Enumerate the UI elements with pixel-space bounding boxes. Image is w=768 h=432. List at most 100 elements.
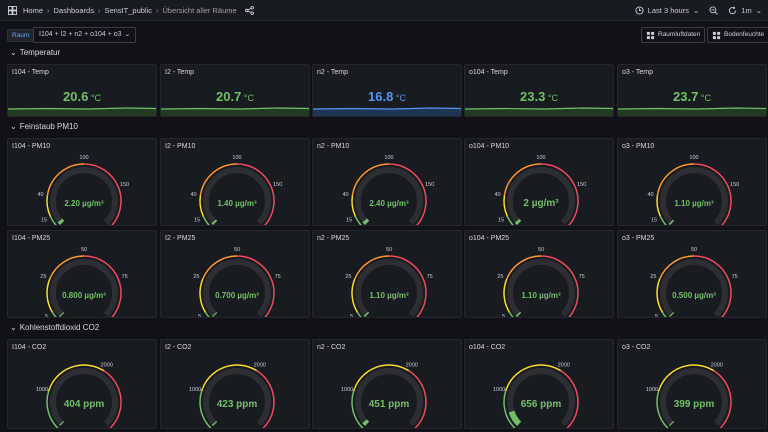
threshold-band <box>51 311 57 317</box>
gauge-panel-co2[interactable]: o3 - CO2400100020003000399 ppm <box>617 339 767 429</box>
gauge-tick-label: 40 <box>37 192 43 198</box>
gauge-tick-label: 150 <box>425 182 434 188</box>
threshold-band <box>200 364 258 392</box>
stat-value: 23.7 °C <box>618 89 766 104</box>
threshold-band <box>659 255 695 280</box>
threshold-band <box>199 163 238 196</box>
gauge-panel-pm10[interactable]: o104 - PM10015401001502002 µg/m³ <box>464 138 614 226</box>
gauge-tick-label: 15 <box>41 217 47 223</box>
gauge-panel-pm25[interactable]: I2 - PM25052550751000.700 µg/m³ <box>160 230 310 318</box>
gauge-tick-label: 50 <box>691 247 697 253</box>
threshold-band <box>388 163 427 225</box>
gauge-tick-label: 1000 <box>646 387 658 393</box>
panel-title: o104 - Temp <box>469 69 508 76</box>
row-header-co2[interactable]: ⌄ Kohlenstoffdioxid CO2 <box>10 321 99 333</box>
gauge-panel-pm10[interactable]: n2 - PM10015401001502002.40 µg/m³ <box>312 138 462 226</box>
gauge-panel-pm10[interactable]: o3 - PM10015401001502001.10 µg/m³ <box>617 138 767 226</box>
gauge-tick-label: 2000 <box>101 362 113 368</box>
gauge-tick-label: 150 <box>577 182 586 188</box>
stat-panel-temp[interactable]: o104 - Temp 23.3 °C <box>464 64 614 117</box>
variable-bar: Raum I104 + I2 + n2 + o104 + o3 ⌄ Raumlu… <box>0 24 768 44</box>
panel-title: n2 - PM25 <box>317 235 350 242</box>
panel-title: o104 - PM25 <box>469 235 510 242</box>
gauge: 052550751000.500 µg/m³ <box>650 247 738 317</box>
gauge-fill <box>514 218 522 225</box>
gauge-tick-label: 40 <box>647 192 653 198</box>
stat-panel-temp[interactable]: n2 - Temp 16.8 °C <box>312 64 462 117</box>
threshold-band <box>540 163 579 225</box>
gauge-fill <box>363 311 370 317</box>
gauge-panel-co2[interactable]: o104 - CO2400100020003000656 ppm <box>464 339 614 429</box>
grid-icon[interactable] <box>8 5 17 15</box>
link-label: Bodenfeuchte <box>724 31 765 38</box>
chevron-down-icon: ⌄ <box>10 322 17 332</box>
gauge-fill <box>59 421 65 427</box>
gauge-track <box>660 259 728 317</box>
link-bodenfeuchte[interactable]: Bodenfeuchte <box>707 27 768 43</box>
gauge-tick-label: 150 <box>730 182 739 188</box>
time-range-label: Last 3 hours <box>647 5 689 15</box>
gauge-value: 2 µg/m³ <box>523 198 559 209</box>
threshold-band <box>202 255 238 280</box>
threshold-band <box>204 311 210 317</box>
gauge-value: 1.10 µg/m³ <box>674 199 714 208</box>
threshold-band <box>351 390 364 428</box>
breadcrumb-home[interactable]: Home <box>23 5 44 15</box>
threshold-band <box>199 390 212 428</box>
time-picker[interactable]: Last 3 hours ⌄ <box>635 5 699 15</box>
threshold-band <box>46 195 52 217</box>
stat-panel-temp[interactable]: I2 - Temp 20.7 °C <box>160 64 310 117</box>
gauge-track <box>507 259 575 317</box>
gauge: 015401001502002.20 µg/m³ <box>37 155 129 225</box>
row-header-temperatur[interactable]: ⌄ Temperatur <box>10 46 60 58</box>
gauge-fill <box>508 410 522 427</box>
chevron-right-icon: › <box>47 5 50 15</box>
stat-panel-temp[interactable]: o3 - Temp 23.7 °C <box>617 64 767 117</box>
variable-select[interactable]: I104 + I2 + n2 + o104 + o3 ⌄ <box>33 27 137 43</box>
gauge-panel-co2[interactable]: I2 - CO2 400100020003000423 ppm <box>160 339 310 429</box>
threshold-band <box>46 278 54 313</box>
gauge-tick-label: 150 <box>120 182 129 188</box>
gauge-panel-pm25[interactable]: n2 - PM25052550751001.10 µg/m³ <box>312 230 462 318</box>
gauge-panel-pm25[interactable]: o104 - PM25052550751001.10 µg/m³ <box>464 230 614 318</box>
gauge-panel-pm10[interactable]: I104 - PM10015401001502002.20 µg/m³ <box>7 138 157 226</box>
threshold-band <box>388 255 427 317</box>
row-header-feinstaub[interactable]: ⌄ Feinstaub PM10 <box>10 120 78 132</box>
gauge-fill <box>57 218 65 225</box>
threshold-band <box>351 163 390 196</box>
gauge-tick-label: 5 <box>198 314 201 318</box>
threshold-band <box>103 370 122 428</box>
gauge-panel-pm25[interactable]: I104 - PM25052550751000.800 µg/m³ <box>7 230 157 318</box>
gauge-track <box>50 368 118 427</box>
link-raumluftdaten[interactable]: Raumluftdaten <box>641 27 706 43</box>
gauge-tick-label: 75 <box>579 274 585 280</box>
stat-panel-temp[interactable]: I104 - Temp 20.6 °C <box>7 64 157 117</box>
gauge-tick-label: 1000 <box>189 387 201 393</box>
gauge-value: 656 ppm <box>521 399 562 410</box>
gauge-track <box>50 259 118 317</box>
panel-title: I2 - Temp <box>165 69 195 76</box>
gauge-value: 2.20 µg/m³ <box>64 199 104 208</box>
gauge-tick-label: 5 <box>45 314 48 318</box>
gauge-track <box>203 368 271 427</box>
gauge: 400100020003000399 ppm <box>646 362 732 428</box>
refresh-picker[interactable]: 1m ⌄ <box>728 6 762 15</box>
gauge-panel-co2[interactable]: n2 - CO2400100020003000451 ppm <box>312 339 462 429</box>
breadcrumb-dashboards[interactable]: Dashboards <box>53 5 94 15</box>
share-icon[interactable] <box>244 5 254 15</box>
gauge-value: 1.10 µg/m³ <box>521 291 561 300</box>
panel-title: o104 - PM10 <box>469 143 510 150</box>
threshold-band <box>540 255 579 317</box>
panel-title: I104 - PM10 <box>12 143 51 150</box>
gauge-panel-pm25[interactable]: o3 - PM25052550751000.500 µg/m³ <box>617 230 767 318</box>
gauge: 400100020003000404 ppm <box>36 362 122 428</box>
gauge: 400100020003000423 ppm <box>189 362 275 428</box>
gauge-track <box>507 368 575 427</box>
refresh-icon <box>729 6 737 14</box>
breadcrumb-folder[interactable]: SensIT_public <box>104 5 152 15</box>
panel-title: I2 - CO2 <box>165 344 192 351</box>
zoom-out-icon[interactable] <box>709 5 718 15</box>
threshold-band <box>236 255 275 317</box>
gauge-panel-co2[interactable]: I104 - CO2400100020003000404 ppm <box>7 339 157 429</box>
gauge-panel-pm10[interactable]: I2 - PM10015401001502001.40 µg/m³ <box>160 138 310 226</box>
